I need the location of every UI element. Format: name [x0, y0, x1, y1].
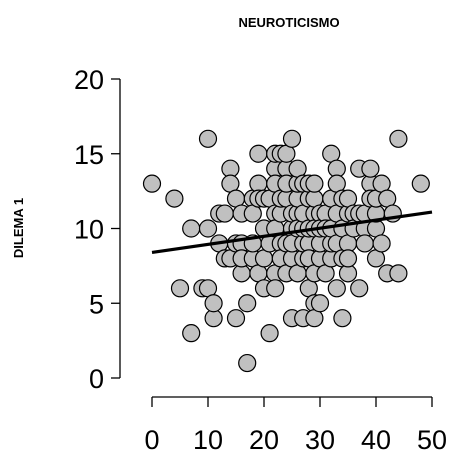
data-point	[226, 309, 246, 328]
x-tick-label: 20	[249, 425, 279, 455]
trend-line	[151, 210, 433, 255]
data-point	[389, 129, 408, 148]
x-tick-label: 50	[417, 425, 447, 455]
data-point	[327, 279, 346, 298]
y-axis-label: DILEMA 1	[11, 198, 26, 258]
x-tick-label: 0	[144, 425, 159, 455]
chart-title: NEUROTICISMO	[238, 15, 339, 30]
data-point	[305, 174, 324, 193]
y-ticks: 0 5 10 15 20	[74, 65, 120, 394]
data-point	[182, 324, 201, 343]
data-point	[238, 353, 257, 373]
data-point	[389, 264, 408, 283]
data-point	[310, 294, 330, 313]
data-point	[355, 234, 374, 253]
x-tick-label: 10	[193, 425, 223, 455]
data-points	[142, 129, 430, 373]
y-tick-label: 20	[74, 65, 104, 95]
data-point	[372, 234, 391, 253]
y-tick-label: 5	[89, 289, 104, 319]
data-point	[238, 294, 257, 313]
data-point	[182, 219, 201, 238]
data-point	[165, 189, 184, 208]
data-point	[338, 249, 358, 268]
data-point	[198, 129, 218, 148]
y-tick-label: 0	[89, 364, 104, 394]
x-tick-label: 30	[305, 425, 335, 455]
data-point	[333, 309, 352, 328]
data-point	[215, 204, 234, 223]
data-point	[361, 159, 380, 178]
y-tick-label: 15	[74, 140, 104, 170]
data-point	[266, 279, 285, 298]
data-point	[260, 324, 279, 343]
y-tick-label: 10	[74, 215, 104, 245]
data-point	[198, 219, 218, 238]
x-tick-label: 40	[361, 425, 391, 455]
data-point	[170, 279, 190, 298]
data-point	[350, 279, 369, 298]
data-point	[411, 174, 430, 193]
data-point	[204, 294, 223, 313]
data-point	[282, 129, 302, 148]
data-point	[249, 144, 268, 163]
data-point	[142, 174, 162, 193]
x-ticks: 0 10 20 30 40 50	[144, 397, 447, 455]
